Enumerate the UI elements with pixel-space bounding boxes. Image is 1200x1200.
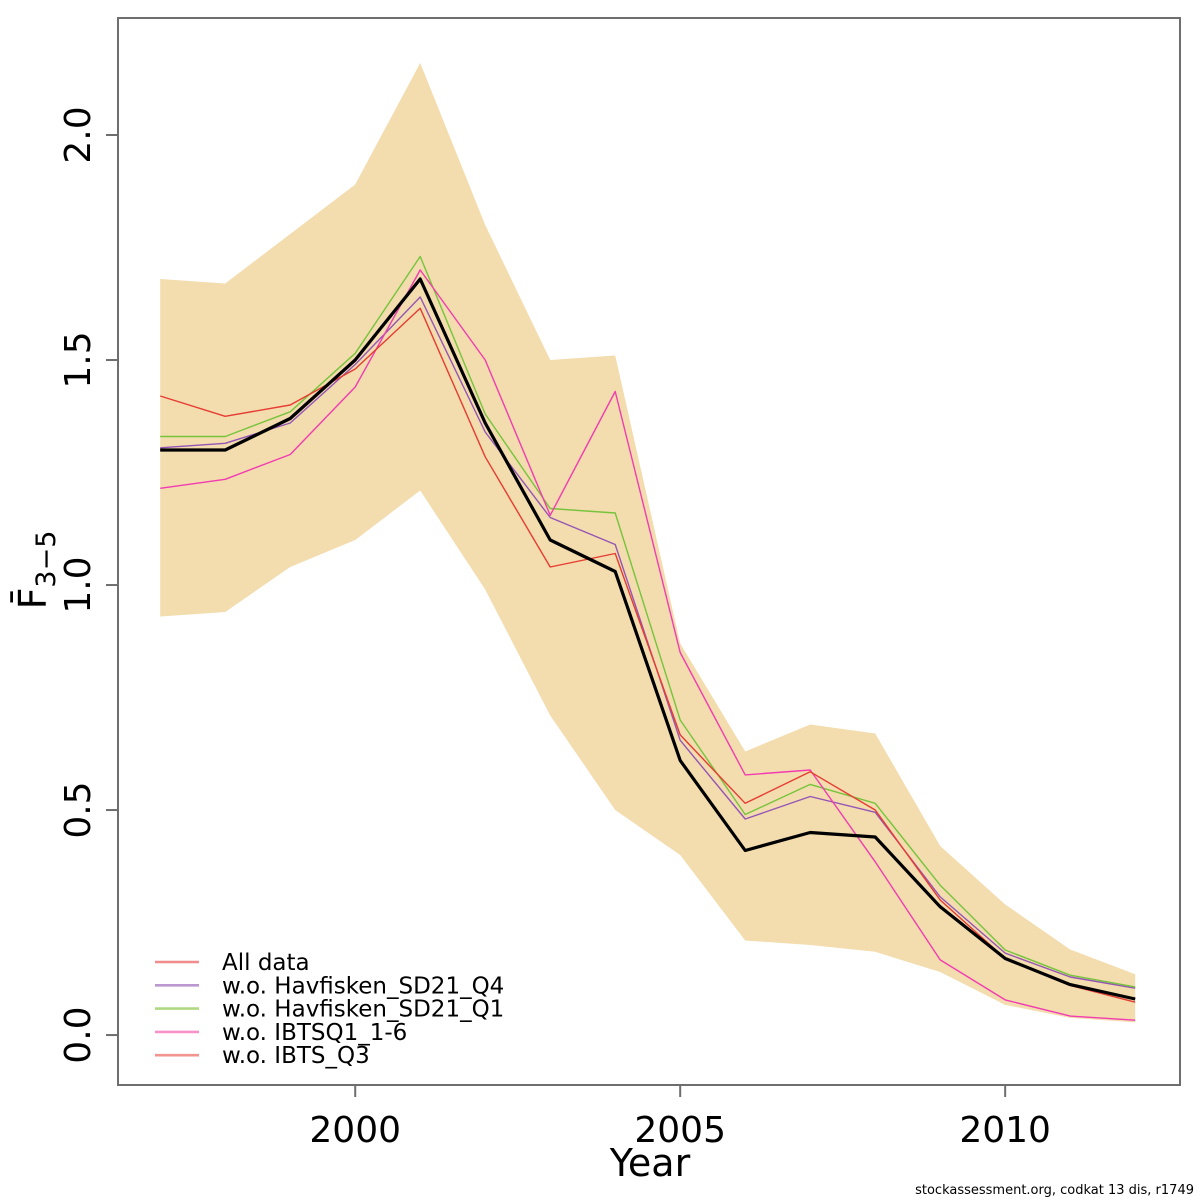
series-line-w-o-ibtsq1-1-6 <box>160 269 1136 1021</box>
series-layer <box>159 255 1136 1021</box>
x-tick-label: 2010 <box>959 1110 1051 1151</box>
y-axis-title-subscript: 3−5 <box>31 531 62 588</box>
series-line-w-o-havfisken-sd21-q1 <box>160 255 1136 988</box>
footer-credit: stockassessment.org, codkat 13 dis, r174… <box>915 1183 1194 1198</box>
base-run-median <box>160 277 1136 1001</box>
axis-tick-labels-layer: 2000 2005 2010 0.0 0.5 1.0 1.5 2.0 <box>58 106 1051 1151</box>
y-tick-label: 0.5 <box>58 781 99 838</box>
legend-label-3: w.o. IBTSQ1_1-6 <box>222 1020 407 1046</box>
y-tick-label: 1.0 <box>58 556 99 613</box>
legend-label-1: w.o. Havfisken_SD21_Q4 <box>222 973 504 999</box>
legend-label-4: w.o. IBTS_Q3 <box>222 1043 370 1069</box>
x-axis-title: Year <box>609 1141 691 1185</box>
base-run-confidence-band <box>160 63 1136 1023</box>
y-tick-label: 1.5 <box>58 331 99 388</box>
x-tick-label: 2000 <box>309 1110 401 1151</box>
axis-ticks-layer <box>106 134 1007 1097</box>
y-tick-label: 2.0 <box>58 106 99 163</box>
series-line-w-o-ibts-q3 <box>159 307 1136 1003</box>
confidence-band-layer <box>160 63 1136 1023</box>
y-tick-label: 0.0 <box>58 1006 99 1063</box>
y-axis-title-main: F̄ <box>11 588 55 610</box>
legend-label-2: w.o. Havfisken_SD21_Q1 <box>222 997 504 1023</box>
y-axis-title: F̄3−5 <box>11 531 62 610</box>
x-tick-label: 2005 <box>634 1110 726 1151</box>
legend-label-0: All data <box>222 950 310 976</box>
plot-border <box>117 17 1181 1086</box>
